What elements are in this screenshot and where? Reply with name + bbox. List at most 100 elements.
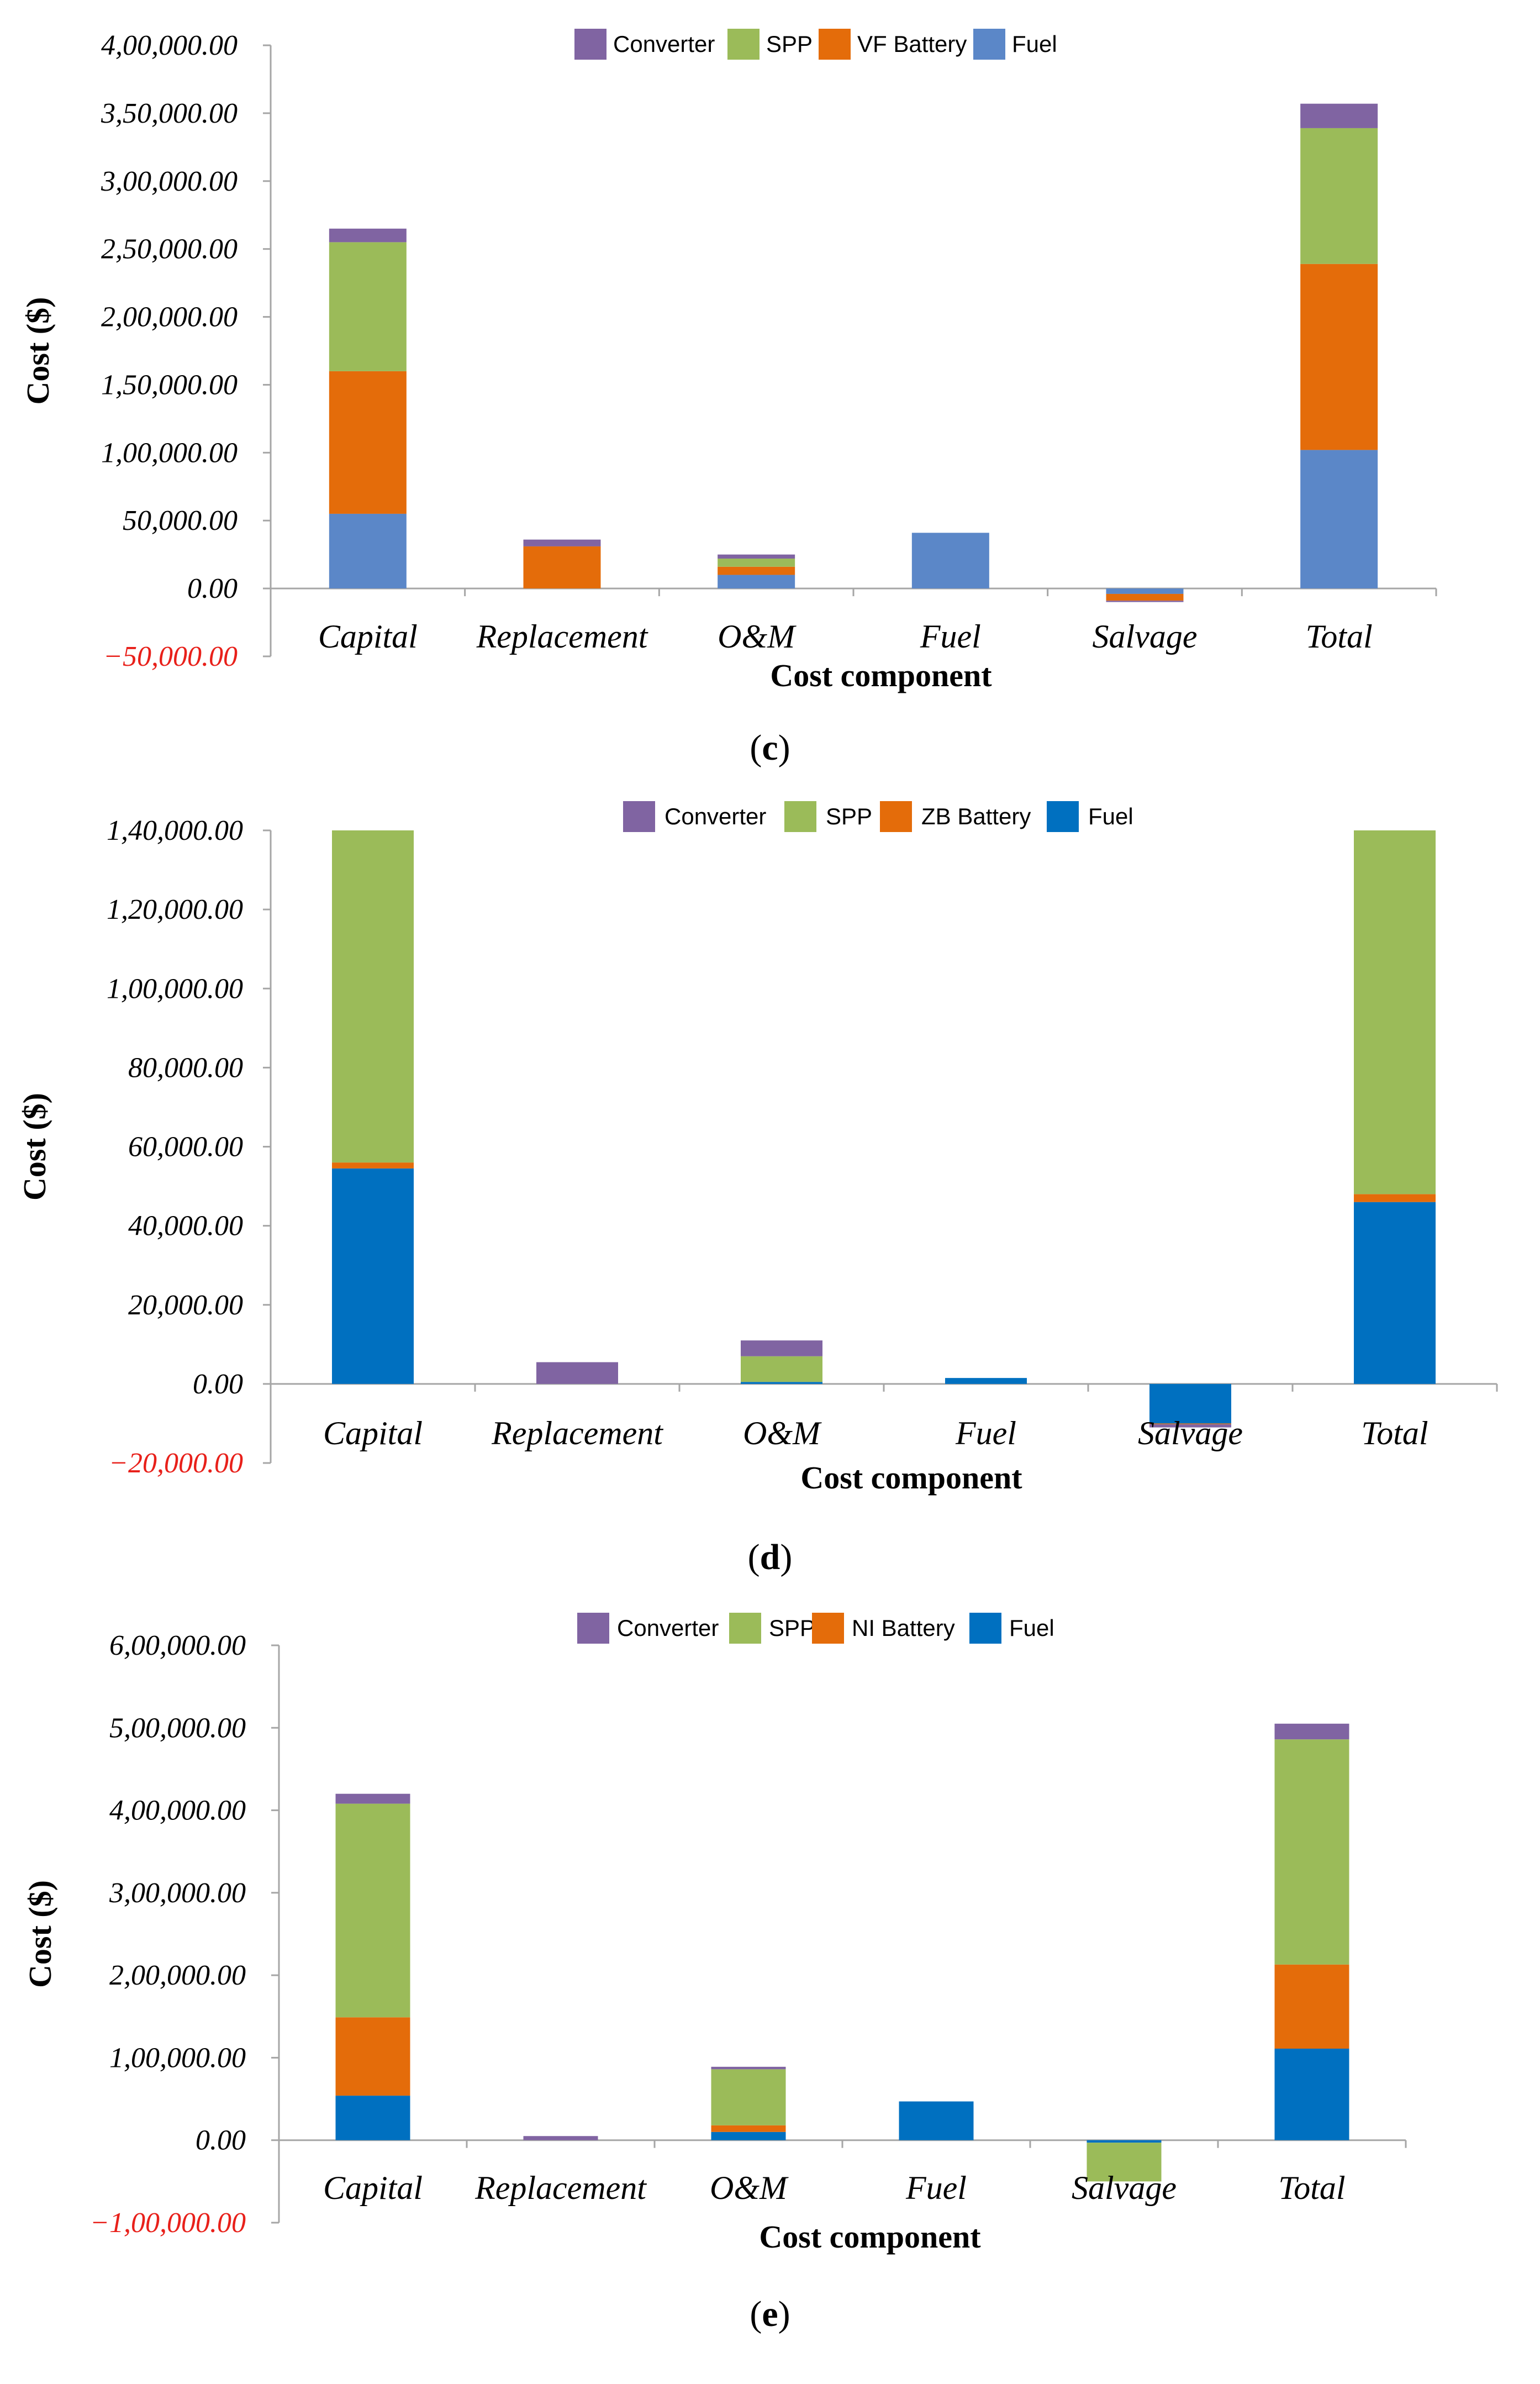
legend-swatch-spp [784, 801, 816, 832]
legend-swatch-ni-battery [812, 1613, 844, 1644]
bar-fuel-salvage [1106, 588, 1184, 594]
panel-caption: (e) [750, 2294, 790, 2334]
legend-label-fuel: Fuel [1088, 803, 1133, 829]
bar-ni-battery-capital [335, 2017, 410, 2096]
y-tick-label: 80,000.00 [128, 1052, 243, 1083]
bar-fuel-total [1274, 2049, 1349, 2140]
legend-swatch-spp [727, 29, 760, 60]
legend-swatch-vf-battery [819, 29, 851, 60]
bar-converter-capital [335, 1793, 410, 1804]
y-tick-label: 60,000.00 [128, 1132, 243, 1163]
x-category-label: Capital [323, 2170, 423, 2206]
y-tick-label: −50,000.00 [103, 641, 238, 672]
y-tick-label: 4,00,000.00 [109, 1795, 246, 1827]
bar-fuel-om [711, 2132, 786, 2140]
bar-fuel-capital [335, 2096, 410, 2140]
bar-converter-replacement [523, 2136, 598, 2140]
bar-converter-om [718, 554, 795, 559]
legend-swatch-fuel [973, 29, 1005, 60]
legend-label-converter: Converter [617, 1615, 719, 1641]
bar-converter-capital [329, 228, 407, 243]
legend-label-converter: Converter [613, 31, 715, 57]
caption-letter: c [762, 728, 778, 768]
x-category-label: Capital [323, 1415, 423, 1451]
legend-label-converter: Converter [664, 803, 766, 829]
caption-close: ) [780, 1537, 792, 1577]
x-category-label: Total [1306, 618, 1373, 655]
legend-label-spp: SPP [826, 803, 872, 829]
y-tick-label: 2,50,000.00 [101, 234, 238, 265]
legend-swatch-spp [729, 1613, 761, 1644]
x-axis-title: Cost component [770, 657, 992, 693]
y-tick-label: 2,00,000.00 [101, 302, 238, 333]
y-tick-label: 3,00,000.00 [101, 166, 238, 197]
legend-swatch-converter [623, 801, 655, 832]
x-category-label: O&M [718, 618, 797, 655]
x-axis-title: Cost component [800, 1460, 1022, 1496]
caption-open: ( [748, 1537, 760, 1577]
bar-zb-battery-salvage [1149, 1423, 1231, 1424]
legend-swatch-fuel [1047, 801, 1079, 832]
panel-caption: (d) [748, 1537, 793, 1577]
bar-ni-battery-om [711, 2125, 786, 2132]
legend-swatch-zb-battery [880, 801, 912, 832]
x-category-label: Total [1278, 2170, 1345, 2206]
legend-label-ni-battery: NI Battery [852, 1615, 955, 1641]
bar-spp-om [741, 1356, 822, 1382]
bar-vf-battery-om [718, 566, 795, 575]
caption-close: ) [778, 728, 790, 768]
bar-converter-total [1300, 103, 1378, 128]
bar-converter-salvage [1149, 1424, 1231, 1428]
bar-fuel-salvage [1149, 1383, 1231, 1424]
y-tick-label: 5,00,000.00 [109, 1712, 246, 1744]
x-category-label: Replacement [491, 1415, 663, 1451]
x-category-label: O&M [743, 1415, 822, 1451]
bar-spp-om [711, 2069, 786, 2125]
bar-zb-battery-capital [332, 1162, 414, 1169]
bar-fuel-fuel [899, 2101, 974, 2140]
bar-spp-salvage [1087, 2143, 1162, 2182]
bar-vf-battery-total [1300, 264, 1378, 450]
y-tick-label: 6,00,000.00 [109, 1630, 246, 1661]
bar-converter-om [711, 2066, 786, 2070]
bar-vf-battery-replacement [523, 546, 601, 589]
x-category-label: Fuel [920, 618, 981, 655]
y-tick-label: 40,000.00 [128, 1211, 243, 1242]
bar-fuel-om [741, 1382, 822, 1384]
y-tick-label: 2,00,000.00 [109, 1960, 246, 1991]
y-tick-label: 3,50,000.00 [101, 98, 238, 129]
bar-spp-capital [329, 242, 407, 371]
chart-panel-d: −20,000.00 0.00 20,000.00 40,000.00 60,000.0… [17, 801, 1498, 1577]
y-tick-label: 0.00 [187, 573, 238, 604]
bar-fuel-capital [329, 513, 407, 589]
bar-fuel-fuel [911, 533, 989, 589]
bar-spp-om [718, 559, 795, 567]
y-tick-label: 1,50,000.00 [101, 369, 238, 401]
y-tick-label: 20,000.00 [128, 1290, 243, 1321]
y-tick-label: 0.00 [196, 2125, 246, 2156]
bar-vf-battery-salvage [1106, 593, 1184, 601]
y-axis-title: Cost ($) [20, 297, 56, 405]
y-tick-label: 3,00,000.00 [109, 1877, 246, 1909]
legend-label-fuel: Fuel [1009, 1615, 1054, 1641]
bar-spp-capital [335, 1803, 410, 2018]
chart-panel-e: −1,00,000.00 0.00 1,00,000.00 2,00,000.00 3,… [22, 1613, 1407, 2334]
legend-swatch-fuel [969, 1613, 1001, 1644]
bar-converter-om [741, 1340, 822, 1356]
y-axis-title: Cost ($) [17, 1093, 52, 1201]
y-tick-label: 50,000.00 [123, 505, 238, 536]
bar-converter-replacement [523, 539, 601, 546]
bar-converter-replacement [536, 1362, 618, 1384]
legend-swatch-converter [574, 29, 606, 60]
legend-label-zb-battery: ZB Battery [921, 803, 1031, 829]
y-tick-label: 1,00,000.00 [109, 2042, 246, 2073]
panel-caption: (c) [750, 728, 790, 768]
x-axis-title: Cost component [759, 2219, 981, 2255]
x-category-label: Salvage [1138, 1415, 1243, 1451]
bar-fuel-total [1354, 1202, 1436, 1384]
x-category-label: Salvage [1093, 618, 1198, 655]
y-tick-label: 1,40,000.00 [107, 815, 243, 846]
bar-spp-capital [332, 830, 414, 1163]
caption-close: ) [778, 2294, 790, 2334]
y-tick-label: 4,00,000.00 [101, 30, 238, 61]
